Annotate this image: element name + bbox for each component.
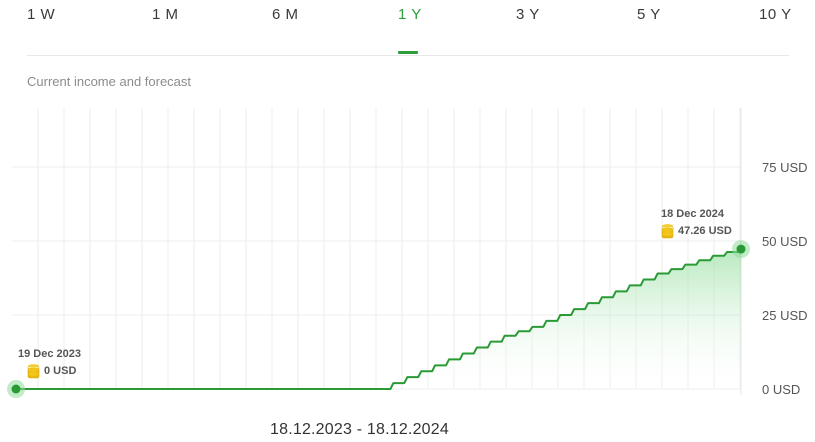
coin-icon (661, 224, 674, 239)
period-tabs: 1 W 1 M 6 M 1 Y 3 Y 5 Y 10 Y (0, 0, 815, 56)
tabs-divider (27, 55, 789, 56)
start-point (11, 384, 21, 394)
annotation-date: 18 Dec 2024 (661, 208, 725, 220)
end-point (736, 244, 746, 254)
y-tick-label: 25 USD (762, 308, 808, 323)
active-tab-indicator (398, 51, 418, 54)
income-chart: 0 USD 25 USD 50 USD 75 USD 19 Dec 2023 0 USD… (7, 108, 808, 398)
tab-1w[interactable]: 1 W (27, 6, 56, 23)
annotation-value: 0 USD (44, 365, 76, 377)
y-tick-label: 0 USD (762, 382, 800, 397)
y-tick-label: 50 USD (762, 234, 808, 249)
tab-6m[interactable]: 6 M (272, 6, 299, 23)
tab-3y[interactable]: 3 Y (516, 6, 540, 23)
tab-1y[interactable]: 1 Y (398, 6, 422, 23)
chart-subtitle: Current income and forecast (27, 74, 192, 89)
coin-icon (27, 364, 40, 379)
tab-10y[interactable]: 10 Y (759, 6, 792, 23)
y-tick-label: 75 USD (762, 160, 808, 175)
annotation-value: 47.26 USD (678, 225, 732, 237)
tab-5y[interactable]: 5 Y (637, 6, 661, 23)
date-range: 18.12.2023 - 18.12.2024 (270, 421, 449, 438)
series-line (16, 248, 742, 390)
annotation-date: 19 Dec 2023 (18, 348, 81, 360)
tab-1m[interactable]: 1 M (152, 6, 179, 23)
area-fill (16, 249, 741, 389)
